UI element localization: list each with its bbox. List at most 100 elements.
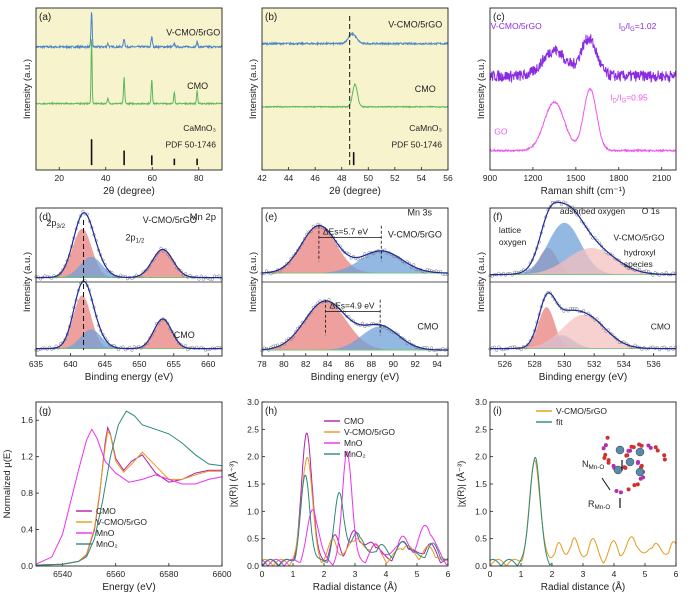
y-tick-label: 0.5 bbox=[475, 534, 487, 544]
x-tick-label: 6 bbox=[674, 569, 679, 579]
panel-label: (a) bbox=[39, 12, 51, 23]
label-part: Mn-O bbox=[589, 464, 605, 471]
y-tick-label: 1.5 bbox=[475, 479, 487, 489]
y-tick-label: 2.0 bbox=[475, 452, 487, 462]
x-axis-label: Radial distance (Å) bbox=[313, 580, 397, 593]
x-axis-label: Energy (eV) bbox=[102, 582, 155, 593]
y-axis-label: Intensity (a.u.) bbox=[22, 252, 33, 312]
peak-label: adsorbed oxygen bbox=[560, 206, 625, 216]
series-line bbox=[261, 451, 449, 567]
data-point bbox=[340, 248, 344, 252]
legend-entry: MnO bbox=[344, 438, 363, 448]
mn-atom bbox=[635, 467, 645, 477]
panel-title: Mn 2p bbox=[190, 212, 216, 223]
series-annotation: V-CMO/5rGO bbox=[491, 21, 542, 31]
x-tick-label: 84 bbox=[323, 359, 333, 369]
x-axis-label: 2θ (degree) bbox=[103, 186, 155, 197]
ratio-annotation: ID/IG=0.95 bbox=[610, 92, 648, 104]
y-tick-label: 0.0 bbox=[21, 561, 33, 571]
label-part: 2p bbox=[126, 233, 136, 243]
data-point bbox=[293, 252, 298, 256]
x-axis-label: 2θ (degree) bbox=[329, 186, 381, 197]
y-tick-label: 1.5 bbox=[247, 479, 259, 489]
y-axis-label: Normalized μ(E) bbox=[2, 450, 13, 519]
panel-b: 42 44 46 48 50 52 54 56 2θ (degree) Intensity (a.… bbox=[248, 7, 453, 197]
x-tick-label: 6580 bbox=[159, 569, 178, 579]
atom bbox=[605, 435, 610, 440]
panel-label: (h) bbox=[265, 406, 277, 417]
x-tick-label: 6 bbox=[446, 569, 451, 579]
y-tick-label: 1.6 bbox=[21, 415, 33, 425]
peak-label: hydroxyl bbox=[624, 247, 656, 257]
legend-entry: CMO bbox=[96, 506, 116, 516]
x-tick-label: 530 bbox=[557, 359, 571, 369]
series-line bbox=[261, 457, 449, 567]
reference-name: CaMnO₃ bbox=[409, 123, 442, 133]
legend-entry: V-CMO/5rGO bbox=[556, 406, 607, 416]
plot-frame bbox=[35, 7, 223, 171]
x-tick-label: 2 bbox=[322, 569, 327, 579]
label-part: 2p bbox=[46, 218, 56, 228]
y-tick-label: 1.2 bbox=[21, 452, 33, 462]
x-tick-label: 526 bbox=[498, 359, 512, 369]
x-tick-label: 532 bbox=[587, 359, 601, 369]
y-axis-label: Intensity (a.u.) bbox=[248, 59, 259, 119]
plot-frame bbox=[489, 7, 677, 171]
data-point bbox=[526, 343, 530, 347]
x-tick-label: 42 bbox=[257, 173, 267, 183]
legend-entry: CMO bbox=[344, 416, 364, 426]
y-axis-label: Intensity (a.u.) bbox=[476, 252, 487, 312]
series-line bbox=[35, 410, 223, 566]
fit-component bbox=[36, 256, 222, 278]
x-tick-label: 650 bbox=[132, 359, 146, 369]
data-point bbox=[430, 346, 434, 350]
data-point bbox=[495, 348, 499, 352]
x-tick-label: 640 bbox=[63, 359, 77, 369]
y-axis-label: |χ(R)| (Å⁻³) bbox=[228, 461, 239, 508]
atom bbox=[635, 460, 640, 465]
x-tick-label: 82 bbox=[301, 359, 311, 369]
atom bbox=[655, 448, 660, 453]
ratio-annotation: ID/IG=1.02 bbox=[619, 21, 657, 33]
x-axis-label: Raman shift (cm⁻¹) bbox=[541, 186, 626, 197]
fit-component bbox=[262, 326, 448, 351]
plot-frame bbox=[35, 401, 223, 567]
atom bbox=[603, 443, 608, 448]
data-point bbox=[360, 321, 364, 325]
plot-frame bbox=[261, 7, 449, 171]
x-tick-label: 88 bbox=[367, 359, 377, 369]
series-label: CMO bbox=[415, 84, 436, 94]
peak-label: V-CMO/5rGO bbox=[388, 230, 442, 240]
series-line bbox=[261, 31, 449, 47]
series-annotation: GO bbox=[494, 126, 508, 136]
label-part: I bbox=[619, 21, 621, 31]
x-tick-label: 52 bbox=[390, 173, 400, 183]
data-point bbox=[130, 348, 134, 352]
data-point bbox=[163, 318, 168, 322]
fit-envelope bbox=[36, 212, 222, 279]
x-tick-label: 5 bbox=[415, 569, 420, 579]
atom bbox=[603, 452, 608, 457]
series-line bbox=[489, 34, 677, 84]
x-tick-label: 46 bbox=[310, 173, 320, 183]
atom bbox=[653, 445, 658, 450]
label-part: N bbox=[582, 459, 589, 469]
data-point bbox=[497, 345, 501, 349]
panel-a: 20 40 60 80 2θ (degree) Intensity (a.u.) (a) Ca… bbox=[22, 7, 223, 197]
x-tick-label: 20 bbox=[55, 173, 65, 183]
x-tick-label: 4 bbox=[612, 569, 617, 579]
x-tick-label: 2100 bbox=[652, 173, 671, 183]
plot-frame bbox=[261, 207, 449, 357]
data-point bbox=[197, 277, 201, 281]
atom bbox=[601, 446, 606, 451]
data-point bbox=[150, 259, 154, 263]
fit-component bbox=[262, 250, 448, 274]
data-point bbox=[143, 269, 147, 273]
mn-atom bbox=[625, 457, 635, 467]
panel-label: (e) bbox=[265, 212, 277, 223]
x-tick-label: 0 bbox=[260, 569, 265, 579]
x-tick-label: 92 bbox=[410, 359, 420, 369]
label-part: I bbox=[610, 92, 612, 102]
atom bbox=[625, 453, 630, 458]
